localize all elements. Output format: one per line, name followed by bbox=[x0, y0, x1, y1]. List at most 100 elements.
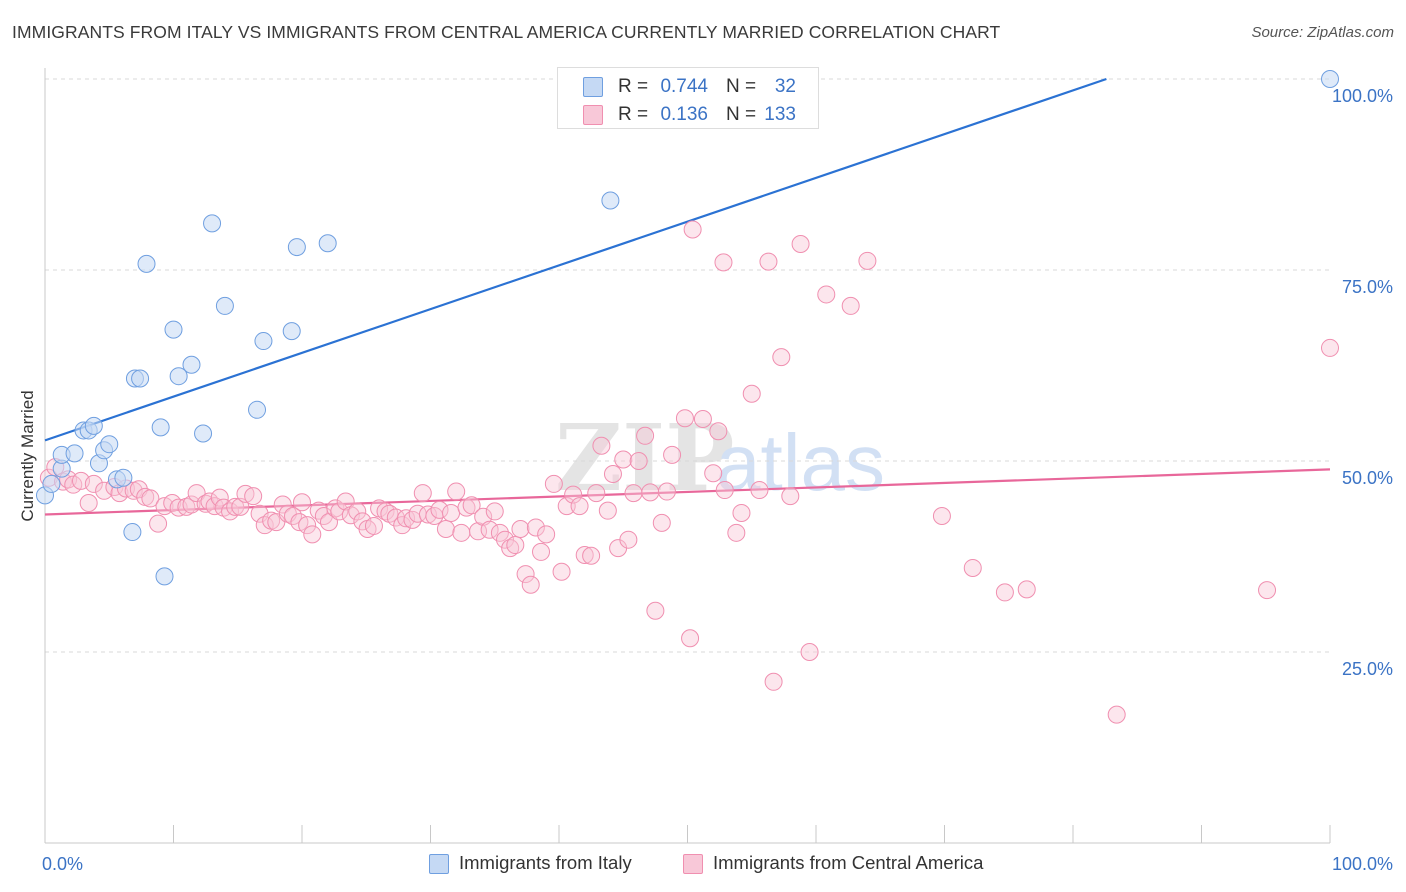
italy-point bbox=[254, 332, 273, 351]
central-america-point bbox=[462, 496, 481, 515]
x-tick-label: 100.0% bbox=[1332, 854, 1393, 874]
central-america-point bbox=[641, 483, 660, 502]
central-america-point bbox=[663, 445, 682, 464]
central-america-point bbox=[149, 514, 168, 533]
central-america-point bbox=[750, 481, 769, 500]
italy-point bbox=[114, 468, 133, 487]
central-america-point bbox=[210, 488, 229, 507]
italy-point bbox=[155, 567, 174, 586]
central-america-point bbox=[501, 539, 520, 558]
italy-point bbox=[151, 418, 170, 437]
central-america-point bbox=[932, 507, 951, 526]
central-america-point bbox=[506, 536, 525, 555]
central-america-point bbox=[537, 525, 556, 544]
central-america-point bbox=[244, 487, 263, 506]
central-america-point bbox=[629, 452, 648, 470]
italy-point bbox=[1321, 70, 1339, 88]
watermark-atlas: atlas bbox=[716, 418, 885, 507]
central-america-point bbox=[516, 565, 535, 584]
italy-legend-swatch bbox=[429, 854, 449, 874]
central-america-point bbox=[480, 520, 499, 539]
central-america-point bbox=[436, 519, 455, 538]
central-america-point bbox=[250, 504, 269, 523]
central-america-point bbox=[447, 482, 466, 501]
central-america-point bbox=[592, 436, 611, 455]
italy-point bbox=[164, 320, 183, 339]
central-america-point bbox=[442, 503, 461, 522]
central-america-point bbox=[452, 523, 471, 542]
italy-trend-line bbox=[44, 77, 1107, 442]
central-america-point bbox=[704, 464, 723, 483]
italy-point bbox=[84, 416, 103, 435]
central-america-point bbox=[742, 384, 761, 403]
central-america-point bbox=[963, 558, 982, 577]
trend-lines bbox=[44, 77, 1331, 516]
legend-label: Immigrants from Central America bbox=[713, 852, 984, 873]
central-america-point bbox=[759, 252, 778, 271]
n-label: N = bbox=[726, 76, 757, 97]
central-america-point bbox=[841, 296, 860, 315]
chart-title: IMMIGRANTS FROM ITALY VS IMMIGRANTS FROM… bbox=[12, 22, 1001, 42]
central-america-point bbox=[521, 575, 540, 594]
central-america-point bbox=[141, 489, 160, 508]
central-america-point bbox=[652, 513, 671, 532]
source-label: Source: ZipAtlas.com bbox=[1251, 24, 1394, 41]
central-america-point bbox=[598, 501, 617, 520]
italy-point bbox=[601, 191, 620, 210]
central-america-point bbox=[570, 497, 589, 516]
central-america-point bbox=[681, 629, 700, 648]
central-america-point bbox=[418, 505, 437, 524]
data-points bbox=[36, 70, 1339, 724]
axes bbox=[44, 68, 1331, 844]
italy-point bbox=[169, 367, 188, 386]
central-america-point bbox=[413, 484, 432, 503]
central-america-point bbox=[646, 601, 665, 620]
italy-point bbox=[287, 238, 306, 257]
r-value: 0.136 bbox=[660, 104, 708, 125]
y-tick-label: 25.0% bbox=[1342, 659, 1393, 679]
central-america-point bbox=[575, 545, 594, 564]
italy-point bbox=[42, 474, 61, 493]
central-america-point bbox=[557, 497, 576, 516]
central-america-point bbox=[330, 502, 349, 521]
central-america-point bbox=[619, 530, 638, 549]
central-america-point bbox=[532, 542, 551, 561]
central-america-point bbox=[781, 487, 800, 506]
italy-point bbox=[282, 322, 301, 341]
italy-point bbox=[65, 444, 84, 463]
italy-point bbox=[123, 523, 142, 542]
central-america-point bbox=[79, 494, 98, 513]
central-america-point bbox=[858, 251, 877, 270]
central-america-point bbox=[1017, 580, 1036, 599]
central-america-point bbox=[255, 516, 274, 535]
central-america-point bbox=[817, 285, 836, 304]
central-america-point bbox=[791, 235, 810, 254]
r-value: 0.744 bbox=[660, 76, 708, 97]
central-america-point bbox=[163, 494, 182, 513]
central-america-point bbox=[675, 409, 694, 428]
central-america-point bbox=[714, 253, 733, 272]
central-america-point bbox=[715, 481, 734, 500]
italy-point bbox=[131, 369, 150, 388]
n-value: 133 bbox=[764, 104, 796, 125]
central-america-point bbox=[1258, 581, 1277, 600]
y-tick-label: 100.0% bbox=[1332, 86, 1393, 106]
central-america-point bbox=[293, 493, 311, 512]
central-america-point bbox=[587, 484, 606, 503]
y-tick-label: 75.0% bbox=[1342, 277, 1393, 297]
central-america-point bbox=[800, 643, 819, 661]
n-value: 32 bbox=[774, 76, 796, 97]
central-america-point bbox=[364, 516, 383, 535]
central-america-point bbox=[348, 502, 367, 521]
central-america-point bbox=[273, 495, 292, 514]
tick-labels: 25.0% 50.0% 75.0% 100.0% 0.0% 100.0% bbox=[42, 86, 1393, 874]
central-america-point bbox=[603, 464, 622, 483]
central-america-point bbox=[995, 583, 1014, 602]
central-america-point bbox=[732, 503, 751, 522]
grid bbox=[45, 78, 1330, 653]
central-america-point bbox=[182, 495, 201, 514]
central-america-point bbox=[636, 426, 655, 445]
central-america-point bbox=[624, 484, 643, 503]
central-america-swatch bbox=[583, 105, 603, 125]
